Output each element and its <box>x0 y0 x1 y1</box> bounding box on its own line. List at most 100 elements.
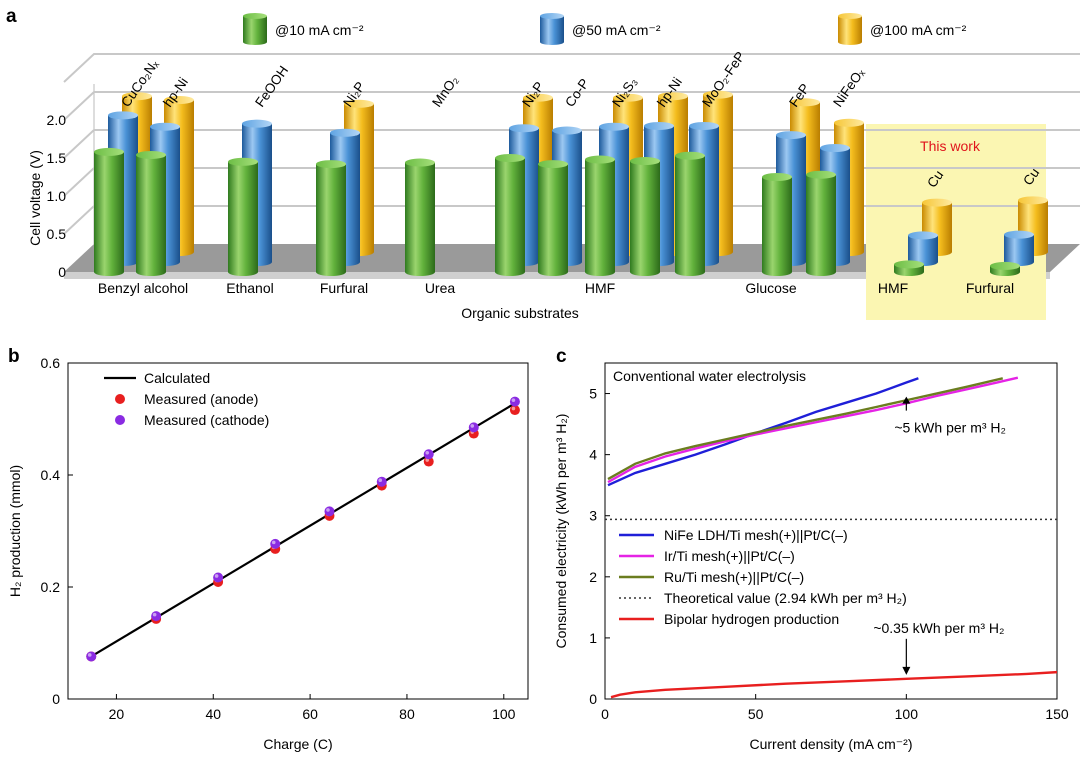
category-label-7: Furfural <box>966 280 1014 296</box>
x-tick-label: 50 <box>748 706 764 722</box>
legend-label-2: Measured (cathode) <box>144 412 269 428</box>
panel-b-series <box>86 396 520 662</box>
bar-1-0-50-top <box>242 119 272 128</box>
bar-4-0-10 <box>495 154 525 276</box>
bar-5-0-50-top <box>776 131 806 140</box>
legend-label-0: NiFe LDH/Ti mesh(+)||Pt/C(–) <box>664 527 848 543</box>
bar-4-0-10-top <box>495 154 525 162</box>
legend-label-2: Ru/Ti mesh(+)||Pt/C(–) <box>664 569 804 585</box>
bar-4-4-10-body <box>675 155 705 272</box>
bar-6-0-50 <box>908 231 938 266</box>
bar-0-1-10 <box>136 150 166 276</box>
point-highlight-2-2 <box>214 574 219 578</box>
legend-swatch-100 <box>838 16 862 42</box>
bar-0-1-50-top <box>150 122 180 131</box>
panel-c-y-label: Consumed electricity (kWh per m³ H₂) <box>553 414 569 649</box>
point-highlight-1-8 <box>511 406 516 411</box>
annotation-label-1: ~0.35 kWh per m³ H₂ <box>873 620 1004 636</box>
bar-5-0-10-body <box>762 177 792 272</box>
panel-c-inset-title: Conventional water electrolysis <box>613 368 806 384</box>
annotation-arrowhead-1 <box>902 666 911 675</box>
panel-b-letter: b <box>8 346 20 367</box>
y-tick-label: 1.5 <box>47 150 67 166</box>
bar-6-0-10-base <box>894 268 924 276</box>
point-2-3 <box>270 538 281 549</box>
this-work-highlight <box>866 124 1046 320</box>
bar-5-1-50-top <box>820 144 850 152</box>
panel-a-x-label: Organic substrates <box>461 305 579 321</box>
bar-4-3-10-body <box>630 161 660 272</box>
bar-6-0-10-top <box>894 260 924 269</box>
bar-4-4-10-base <box>675 268 705 276</box>
bar-0-0-10-body <box>94 151 124 272</box>
panel-c-chart: 0 50 100 150 0 1 2 3 4 5 ~5 kWh per m³ H₂ ~0.35 kW… <box>553 362 1069 752</box>
y-tick-label: 0 <box>589 691 597 707</box>
panel-a-categories: Benzyl alcohol Ethanol Furfural Urea HMF Gluc… <box>98 280 1014 296</box>
bar-4-4-50-top <box>689 121 719 130</box>
point-highlight-2-0 <box>87 653 92 657</box>
category-label-0: Benzyl alcohol <box>98 280 188 296</box>
bar-4-4-10 <box>675 151 705 276</box>
y-tick-label: 0.4 <box>41 467 61 483</box>
gridline <box>63 91 1080 121</box>
point-highlight-2-4 <box>326 508 330 512</box>
bar-5-0-10 <box>762 173 792 276</box>
legend-label-10: @10 mA cm⁻² <box>275 22 364 38</box>
bar-4-2-100-top <box>613 93 643 102</box>
panel-a-y-axis: 0 0.5 1.0 1.5 2.0 <box>47 112 67 280</box>
this-work-label: This work <box>920 138 981 154</box>
bar-7-0-10-base <box>990 268 1020 276</box>
panel-c-x-label: Current density (mA cm⁻²) <box>750 736 913 752</box>
bar-5-0-100-top <box>790 98 820 107</box>
category-label-4: HMF <box>585 280 615 296</box>
point-2-6 <box>423 449 434 460</box>
bar-4-0-10-body <box>495 158 525 272</box>
bar-0-1-100-top <box>164 96 194 104</box>
bar-1-0-10-top <box>228 157 258 166</box>
bar-0-0-50-top <box>108 111 138 120</box>
gridline <box>63 129 1080 159</box>
y-tick-label: 0.6 <box>41 355 61 371</box>
y-tick-label: 3 <box>589 508 597 524</box>
bar-4-2-10 <box>585 155 615 276</box>
bar-2-0-10-body <box>316 164 346 272</box>
category-label-3: Urea <box>425 280 456 296</box>
legend-label-4: Bipolar hydrogen production <box>664 611 839 627</box>
bar-4-0-10-base <box>495 268 525 276</box>
bar-5-1-10-top <box>806 170 836 179</box>
bar-7-0-10-top <box>990 261 1020 270</box>
point-2-1 <box>151 611 162 622</box>
bar-2-0-10 <box>316 160 346 276</box>
bar-4-3-10-base <box>630 268 660 276</box>
series-line-1 <box>607 376 1019 484</box>
x-tick-label: 100 <box>492 706 516 722</box>
series-line-2 <box>607 377 1004 481</box>
bar-4-3-10 <box>630 157 660 276</box>
bar-4-0-100-top <box>523 93 553 102</box>
annotation-arrowhead-0 <box>902 396 911 404</box>
panel-a-legend: @10 mA cm⁻² @50 mA cm⁻² @100 mA cm⁻² <box>243 13 967 45</box>
legend-swatch-50 <box>540 16 564 42</box>
x-tick-label: 40 <box>205 706 221 722</box>
bar-7-0-50-body <box>1004 234 1034 262</box>
point-2-7 <box>468 422 479 433</box>
bar-0-1-10-top <box>136 150 166 159</box>
panel-c-series: ~5 kWh per m³ H₂ ~0.35 kWh per m³ H₂ <box>605 376 1058 699</box>
category-label-2: Furfural <box>320 280 368 296</box>
panel-b-chart: 20 40 60 80 100 0 0.2 0.4 0.6 Calculated Measured… <box>7 355 529 752</box>
bar-0-0-10 <box>94 147 124 276</box>
y-tick-label: 5 <box>589 386 597 402</box>
legend-label-1: Measured (anode) <box>144 391 258 407</box>
panel-c-letter: c <box>556 346 567 367</box>
x-tick-label: 0 <box>601 706 609 722</box>
legend-marker-2 <box>115 415 125 425</box>
y-tick-label: 2 <box>589 569 597 585</box>
legend-label-50: @50 mA cm⁻² <box>572 22 661 38</box>
bar-6-0-10 <box>894 260 924 276</box>
bar-5-1-10 <box>806 170 836 276</box>
legend-label-100: @100 mA cm⁻² <box>870 22 967 38</box>
bar-4-4-100-top <box>703 90 733 99</box>
category-label-5: Glucose <box>745 280 797 296</box>
bar-0-0-100-top <box>122 92 152 101</box>
panel-a-y-label: Cell voltage (V) <box>27 150 43 246</box>
